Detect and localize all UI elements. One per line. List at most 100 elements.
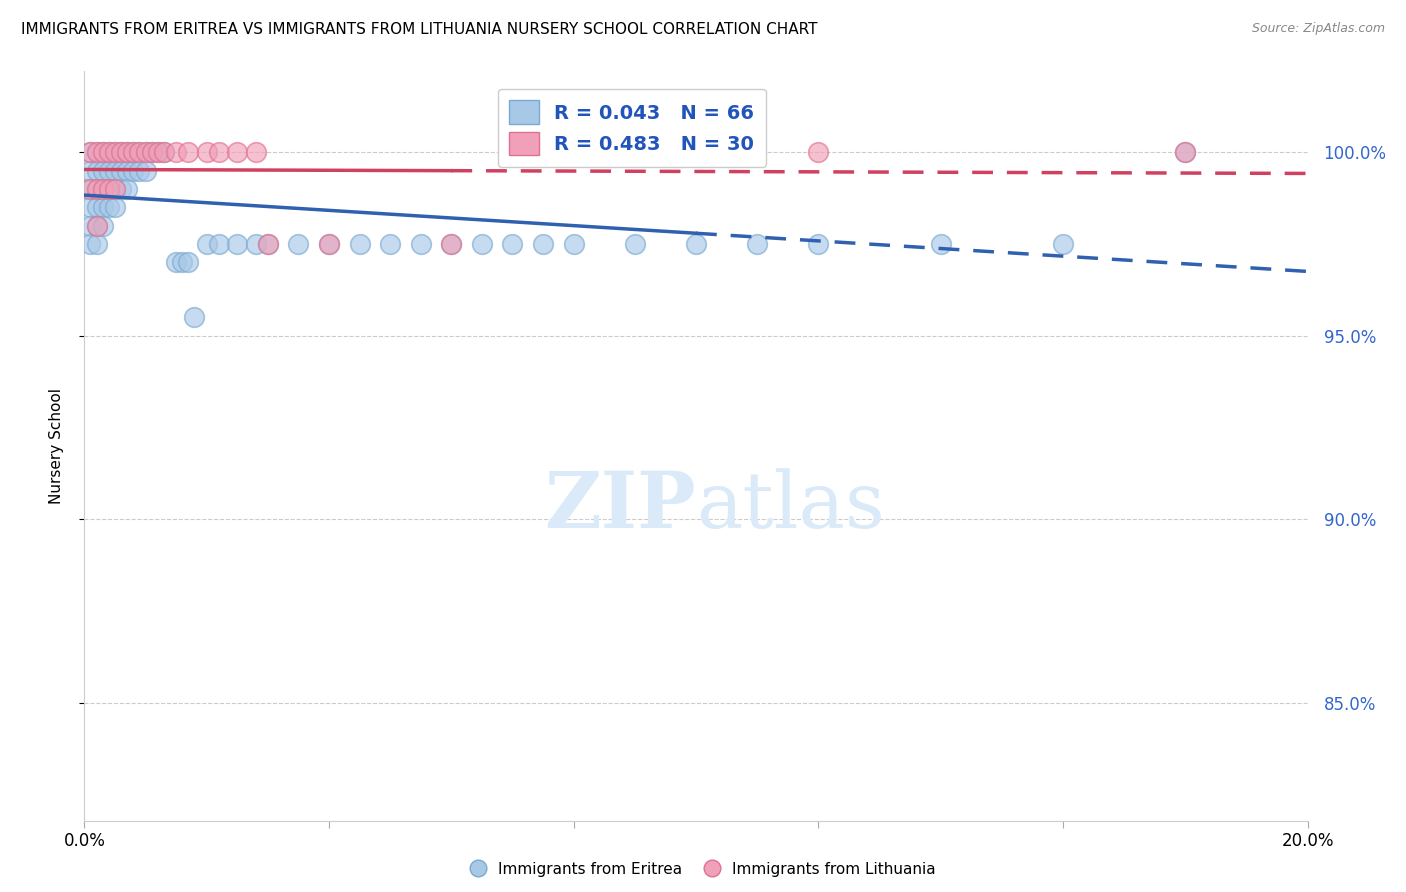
Point <box>97 163 120 178</box>
Point <box>685 237 707 252</box>
Point <box>79 200 101 214</box>
Point <box>141 145 163 160</box>
Point <box>122 145 145 160</box>
Point <box>86 237 108 252</box>
Point <box>86 163 108 178</box>
Point <box>1174 145 1197 160</box>
Point <box>110 145 132 160</box>
Point <box>91 182 114 196</box>
Point <box>79 163 101 178</box>
Point <box>79 182 101 196</box>
Point <box>208 145 231 160</box>
Point <box>91 219 114 233</box>
Point <box>318 237 340 252</box>
Point <box>86 200 108 214</box>
Point <box>929 237 952 252</box>
Point <box>135 145 157 160</box>
Point <box>128 145 150 160</box>
Point <box>153 145 176 160</box>
Point <box>97 200 120 214</box>
Point <box>122 145 145 160</box>
Point <box>1174 145 1197 160</box>
Point <box>380 237 402 252</box>
Point <box>502 237 524 252</box>
Point <box>807 237 830 252</box>
Point <box>440 237 463 252</box>
Point <box>79 182 101 196</box>
Point <box>86 182 108 196</box>
Text: ZIP: ZIP <box>544 468 696 544</box>
Point <box>153 145 176 160</box>
Legend: R = 0.043   N = 66, R = 0.483   N = 30: R = 0.043 N = 66, R = 0.483 N = 30 <box>498 88 766 167</box>
Point <box>440 237 463 252</box>
Point <box>257 237 280 252</box>
Legend: Immigrants from Eritrea, Immigrants from Lithuania: Immigrants from Eritrea, Immigrants from… <box>463 854 943 884</box>
Point <box>257 237 280 252</box>
Point <box>104 182 127 196</box>
Point <box>183 310 205 325</box>
Point <box>86 219 108 233</box>
Point <box>104 163 127 178</box>
Point <box>128 163 150 178</box>
Point <box>135 145 157 160</box>
Point <box>287 237 309 252</box>
Point <box>122 163 145 178</box>
Point <box>146 145 169 160</box>
Text: IMMIGRANTS FROM ERITREA VS IMMIGRANTS FROM LITHUANIA NURSERY SCHOOL CORRELATION : IMMIGRANTS FROM ERITREA VS IMMIGRANTS FR… <box>21 22 818 37</box>
Point <box>91 163 114 178</box>
Point <box>79 219 101 233</box>
Point <box>177 255 200 269</box>
Point <box>245 237 267 252</box>
Point <box>115 145 138 160</box>
Point <box>195 237 218 252</box>
Point <box>177 145 200 160</box>
Point <box>165 255 187 269</box>
Point <box>115 163 138 178</box>
Point <box>104 200 127 214</box>
Point <box>128 145 150 160</box>
Point <box>115 145 138 160</box>
Point <box>97 182 120 196</box>
Text: Source: ZipAtlas.com: Source: ZipAtlas.com <box>1251 22 1385 36</box>
Point <box>79 145 101 160</box>
Point <box>226 237 249 252</box>
Point <box>208 237 231 252</box>
Point <box>91 145 114 160</box>
Point <box>807 145 830 160</box>
Point <box>79 145 101 160</box>
Point <box>97 145 120 160</box>
Point <box>110 145 132 160</box>
Point <box>135 163 157 178</box>
Point <box>91 182 114 196</box>
Point <box>1052 237 1074 252</box>
Point <box>86 145 108 160</box>
Point <box>245 145 267 160</box>
Point <box>409 237 432 252</box>
Point <box>146 145 169 160</box>
Point <box>86 182 108 196</box>
Point <box>141 145 163 160</box>
Point <box>318 237 340 252</box>
Point <box>104 145 127 160</box>
Y-axis label: Nursery School: Nursery School <box>49 388 63 504</box>
Point <box>531 237 554 252</box>
Point <box>86 145 108 160</box>
Point <box>226 145 249 160</box>
Point <box>349 237 371 252</box>
Point <box>624 237 647 252</box>
Point <box>104 145 127 160</box>
Point <box>110 182 132 196</box>
Point <box>115 182 138 196</box>
Text: atlas: atlas <box>696 468 884 544</box>
Point <box>172 255 194 269</box>
Point <box>110 163 132 178</box>
Point <box>97 182 120 196</box>
Point <box>79 237 101 252</box>
Point <box>195 145 218 160</box>
Point <box>104 182 127 196</box>
Point <box>86 219 108 233</box>
Point <box>165 145 187 160</box>
Point <box>91 145 114 160</box>
Point <box>471 237 494 252</box>
Point <box>91 200 114 214</box>
